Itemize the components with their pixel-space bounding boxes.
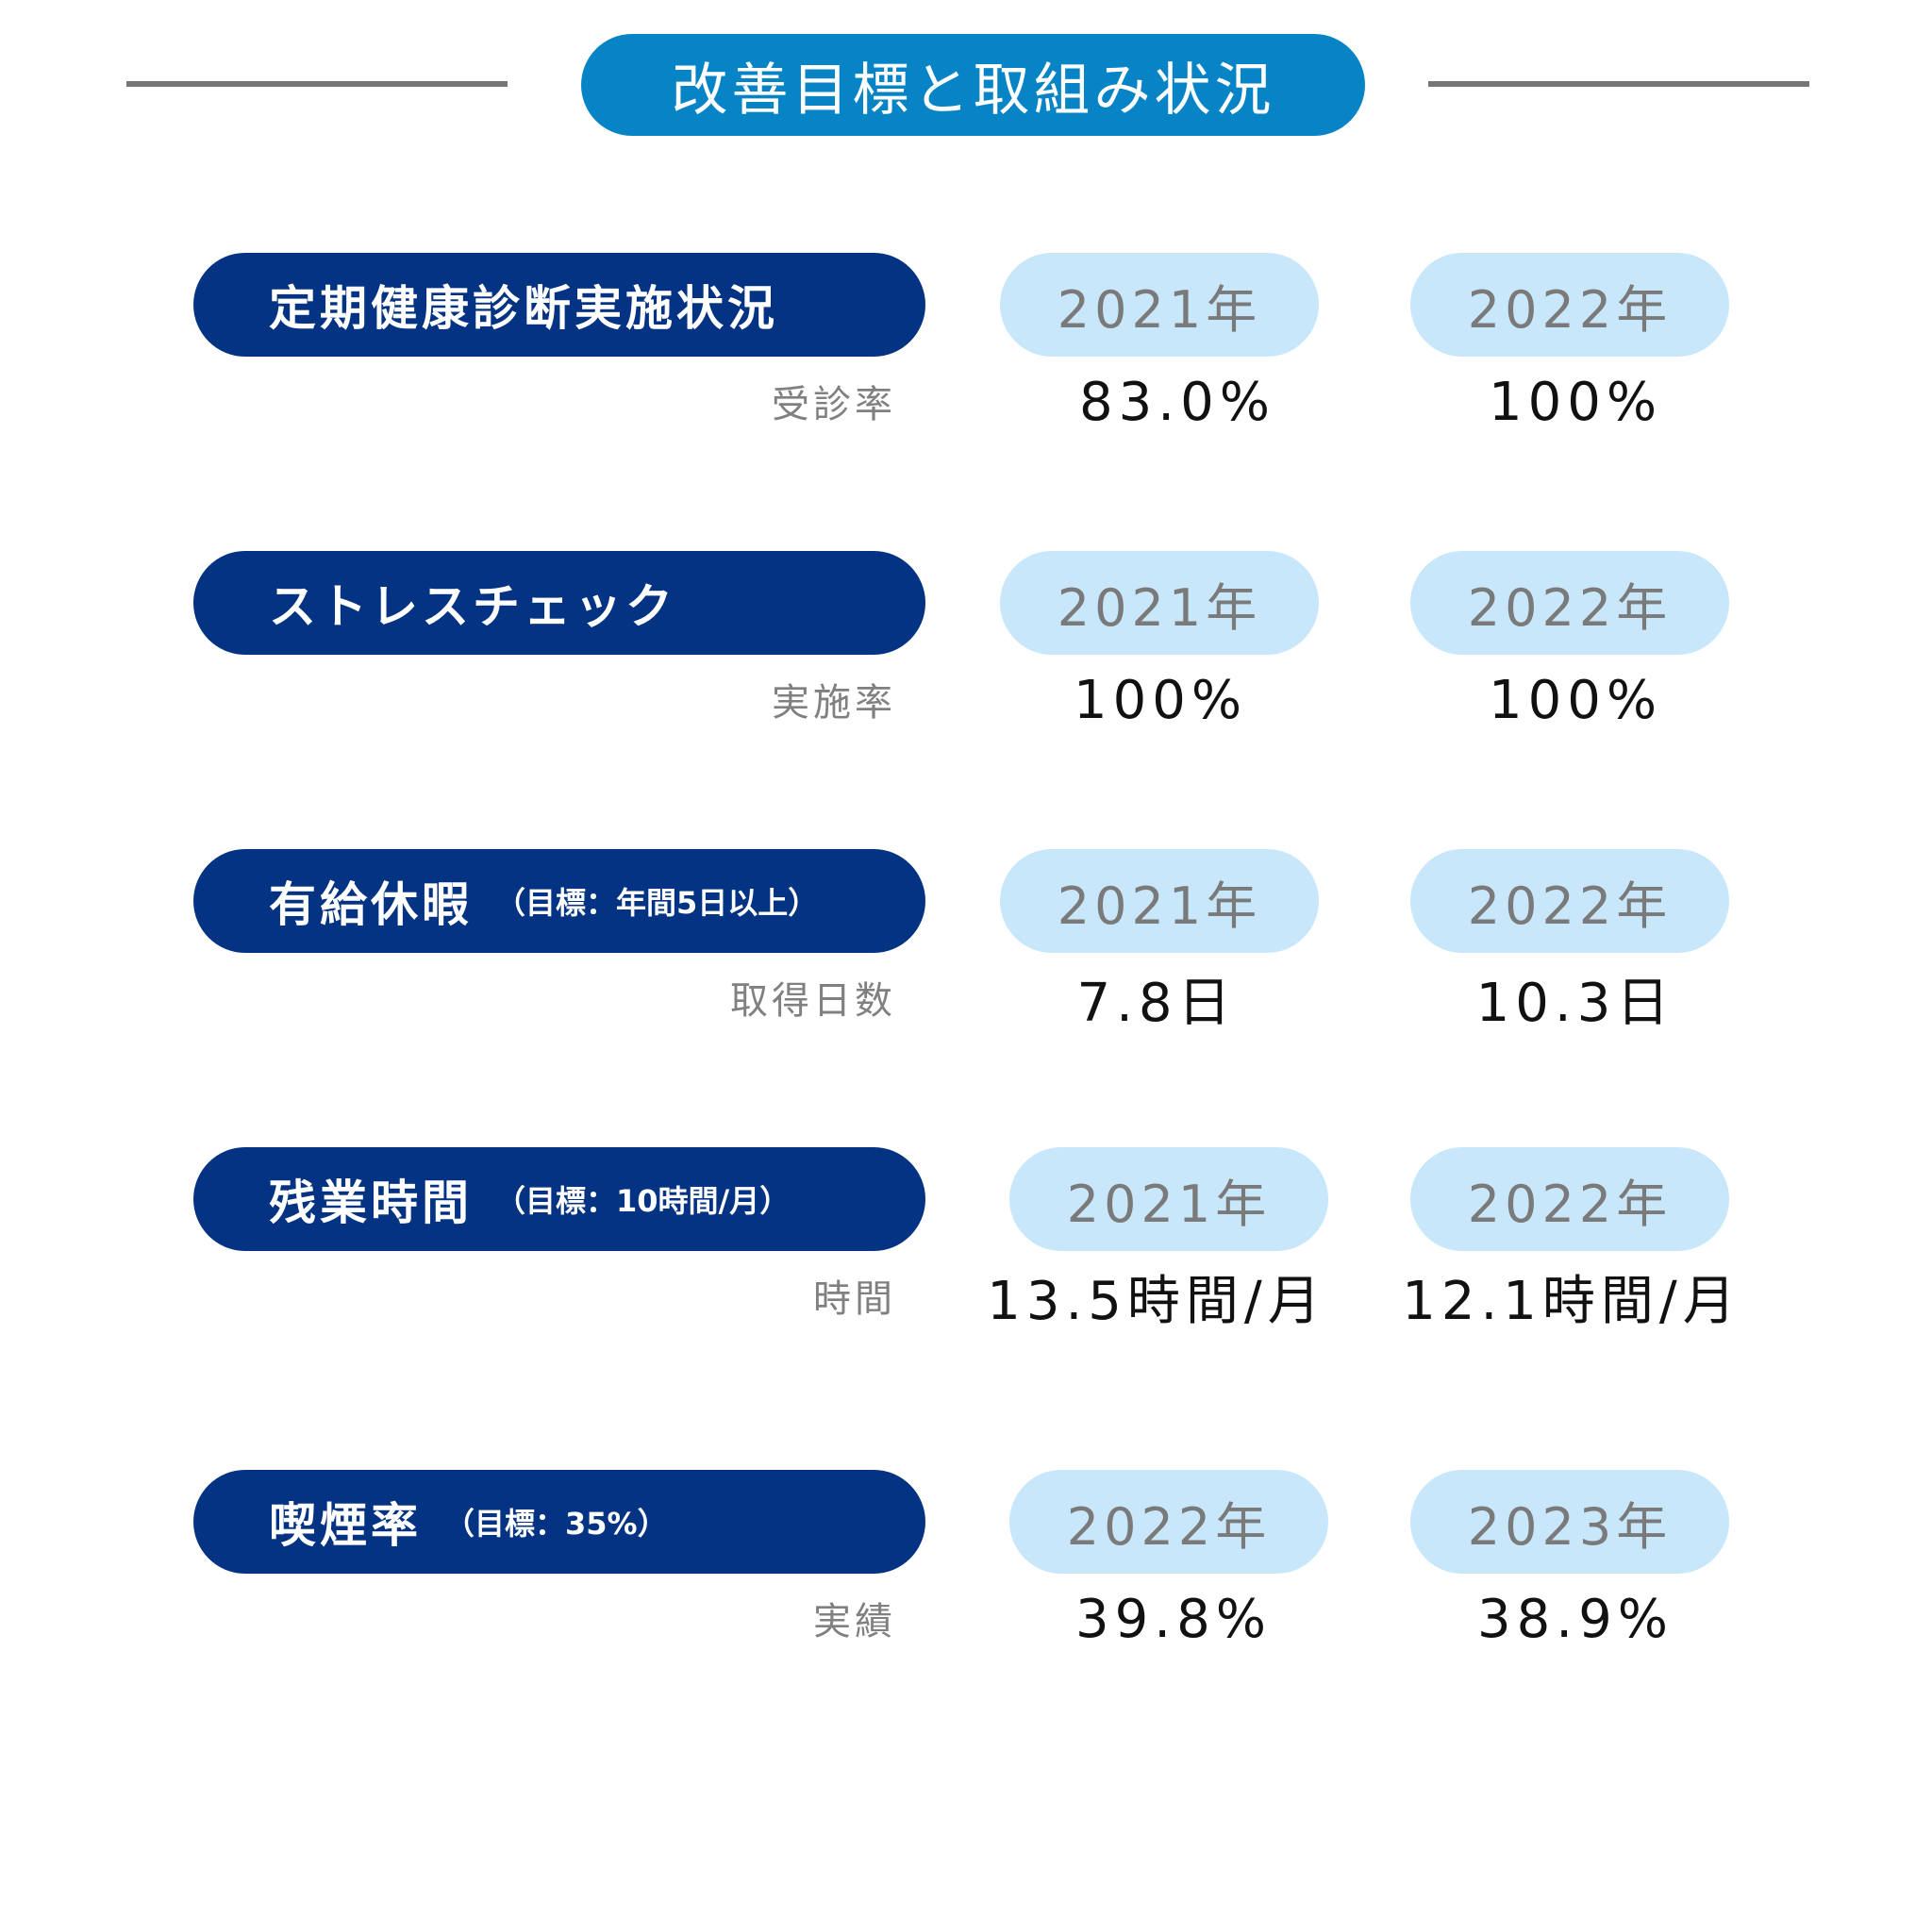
- category-pill: 定期健康診断実施状況: [193, 253, 925, 357]
- value-year-2: 10.3日: [1475, 972, 1675, 1034]
- section-overtime: 残業時間 （目標：10時間/月） 2021年 2022年 時間 13.5時間/月…: [0, 1147, 1932, 1374]
- category-title: ストレスチェック: [269, 579, 676, 634]
- value-year-2: 100%: [1488, 669, 1663, 731]
- year-label-2: 2022年: [1410, 253, 1729, 357]
- category-note: （目標：年間5日以上）: [495, 885, 819, 921]
- year-label-1: 2021年: [1000, 253, 1319, 357]
- page-title: 改善目標と取組み状況: [581, 34, 1365, 136]
- metric-label: 実績: [813, 1600, 896, 1643]
- metric-label: 実施率: [772, 681, 896, 725]
- category-note: （目標：10時間/月）: [495, 1183, 791, 1219]
- metric-label: 取得日数: [730, 979, 896, 1023]
- value-year-2: 100%: [1488, 371, 1663, 433]
- value-year-2: 38.9%: [1477, 1588, 1674, 1650]
- section-health-checkup: 定期健康診断実施状況 2021年 2022年 受診率 83.0% 100%: [0, 253, 1932, 479]
- category-pill: 有給休暇 （目標：年間5日以上）: [193, 849, 925, 953]
- year-label-1: 2021年: [1000, 849, 1319, 953]
- value-year-1: 13.5時間/月: [987, 1270, 1326, 1332]
- header-rule-right: [1428, 81, 1809, 87]
- value-year-1: 83.0%: [1079, 371, 1275, 433]
- year-label-2: 2022年: [1410, 1147, 1729, 1251]
- year-label-1: 2021年: [1000, 551, 1319, 655]
- value-year-2: 12.1時間/月: [1402, 1270, 1741, 1332]
- year-label-2: 2022年: [1410, 849, 1729, 953]
- section-stress-check: ストレスチェック 2021年 2022年 実施率 100% 100%: [0, 551, 1932, 777]
- metric-label: 受診率: [772, 383, 896, 426]
- metric-label: 時間: [813, 1277, 896, 1321]
- category-title: 喫煙率: [269, 1498, 422, 1553]
- section-paid-leave: 有給休暇 （目標：年間5日以上） 2021年 2022年 取得日数 7.8日 1…: [0, 849, 1932, 1076]
- category-title: 定期健康診断実施状況: [269, 281, 778, 336]
- header-rule-left: [126, 81, 508, 87]
- year-label-1: 2021年: [1009, 1147, 1328, 1251]
- year-label-1: 2022年: [1009, 1470, 1328, 1574]
- category-title: 有給休暇: [269, 877, 473, 932]
- year-label-2: 2022年: [1410, 551, 1729, 655]
- category-pill: 喫煙率 （目標：35%）: [193, 1470, 925, 1574]
- category-title: 残業時間: [269, 1176, 473, 1230]
- value-year-1: 100%: [1073, 669, 1248, 731]
- category-pill: 残業時間 （目標：10時間/月）: [193, 1147, 925, 1251]
- value-year-1: 39.8%: [1075, 1588, 1272, 1650]
- value-year-1: 7.8日: [1076, 972, 1237, 1034]
- section-smoking-rate: 喫煙率 （目標：35%） 2022年 2023年 実績 39.8% 38.9%: [0, 1470, 1932, 1696]
- category-note: （目標：35%）: [444, 1506, 668, 1542]
- year-label-2: 2023年: [1410, 1470, 1729, 1574]
- category-pill: ストレスチェック: [193, 551, 925, 655]
